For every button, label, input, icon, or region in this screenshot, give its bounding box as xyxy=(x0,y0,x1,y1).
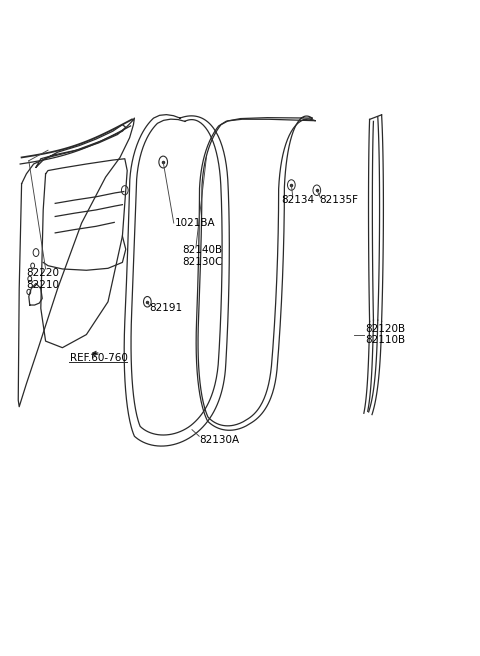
Text: REF.60-760: REF.60-760 xyxy=(70,352,128,363)
Text: 82130A: 82130A xyxy=(199,434,240,445)
Text: 82134: 82134 xyxy=(281,195,314,205)
Text: 82135F: 82135F xyxy=(319,195,358,205)
Text: 82220
82210: 82220 82210 xyxy=(26,268,60,289)
Text: 82120B
82110B: 82120B 82110B xyxy=(365,324,405,345)
Text: 82191: 82191 xyxy=(149,303,182,314)
Text: 82140B
82130C: 82140B 82130C xyxy=(182,245,223,266)
Text: 1021BA: 1021BA xyxy=(175,218,216,228)
